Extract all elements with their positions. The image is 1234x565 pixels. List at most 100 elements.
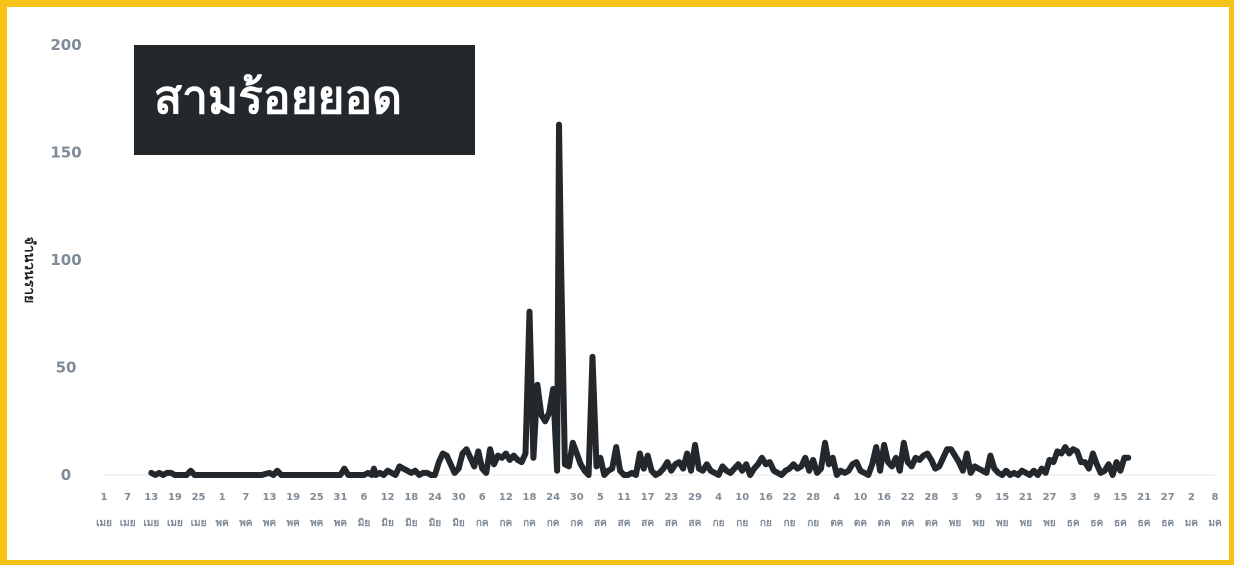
x-tick-month: กค (523, 518, 536, 529)
x-tick-month: มิย (429, 517, 442, 529)
x-tick-month: มิย (452, 517, 465, 529)
x-tick-day: 4 (715, 492, 722, 503)
x-tick-month: สค (641, 518, 654, 529)
x-tick-day: 3 (951, 492, 958, 503)
x-tick-day: 6 (361, 492, 368, 503)
x-tick-month: พย (1043, 518, 1056, 529)
x-tick-month: กค (570, 518, 583, 529)
x-tick-day: 5 (597, 492, 604, 503)
x-tick-month: ตค (925, 518, 938, 529)
x-tick-month: เมย (191, 518, 207, 529)
x-tick-month: กย (736, 518, 748, 529)
x-tick-day: 22 (901, 492, 915, 503)
x-tick-month: กย (784, 518, 796, 529)
y-tick-label: 150 (50, 144, 81, 162)
x-tick-month: กย (807, 518, 819, 529)
x-tick-day: 17 (641, 492, 655, 503)
x-tick-day: 25 (310, 492, 324, 503)
x-tick-day: 30 (570, 492, 584, 503)
x-tick-month: พค (334, 518, 348, 529)
x-tick-month: มิย (358, 517, 371, 529)
x-tick-day: 21 (1137, 492, 1151, 503)
y-tick-labels: 0 50 100 150 200 (50, 36, 81, 484)
y-tick-label: 200 (50, 36, 81, 54)
x-tick-day: 16 (759, 492, 773, 503)
x-tick-month: ตค (877, 518, 890, 529)
x-tick-month: สค (618, 518, 631, 529)
x-tick-month: สค (689, 518, 702, 529)
x-tick-day: 13 (144, 492, 158, 503)
x-tick-month: กค (547, 518, 560, 529)
x-tick-day: 15 (1113, 492, 1127, 503)
x-tick-day: 18 (523, 492, 537, 503)
x-tick-month: มิย (381, 517, 394, 529)
x-tick-day: 7 (124, 492, 131, 503)
x-tick-month: ธค (1138, 518, 1151, 529)
x-tick-day: 18 (404, 492, 418, 503)
x-tick-month: กค (499, 518, 512, 529)
y-tick-label: 50 (56, 359, 77, 377)
x-tick-day: 19 (168, 492, 182, 503)
x-tick-day: 4 (833, 492, 840, 503)
title-text: สามร้อยยอด (154, 70, 402, 124)
series-line (148, 121, 1132, 478)
x-tick-day: 25 (192, 492, 206, 503)
y-tick-label: 100 (50, 251, 81, 269)
x-tick-day: 13 (263, 492, 277, 503)
x-tick-day: 1 (101, 492, 108, 503)
x-tick-day: 30 (452, 492, 466, 503)
x-tick-month: มค (1185, 518, 1199, 529)
y-axis-label: จำนวนราย (21, 237, 37, 304)
x-tick-month: กย (760, 518, 772, 529)
x-tick-month: เมย (167, 518, 183, 529)
x-tick-day: 27 (1161, 492, 1175, 503)
x-tick-month: กค (476, 518, 489, 529)
x-tick-day: 8 (1212, 492, 1219, 503)
x-tick-day: 12 (499, 492, 513, 503)
x-tick-day: 24 (428, 492, 442, 503)
x-tick-month: ธค (1114, 518, 1127, 529)
x-tick-day: 24 (546, 492, 560, 503)
x-tick-day: 16 (877, 492, 891, 503)
x-tick-month: ธค (1161, 518, 1174, 529)
x-tick-month: สค (594, 518, 607, 529)
x-tick-day: 27 (1043, 492, 1057, 503)
x-tick-day: 11 (617, 492, 631, 503)
x-tick-month: เมย (143, 518, 159, 529)
x-tick-month: ตค (830, 518, 843, 529)
x-tick-month: มค (1208, 518, 1222, 529)
x-tick-day: 19 (286, 492, 300, 503)
x-tick-day: 28 (924, 492, 938, 503)
x-tick-month: พค (263, 518, 277, 529)
x-tick-month: สค (665, 518, 678, 529)
x-tick-day: 23 (664, 492, 678, 503)
x-tick-day: 21 (1019, 492, 1033, 503)
x-tick-day: 1 (219, 492, 226, 503)
x-tick-day: 12 (381, 492, 395, 503)
x-tick-day: 2 (1188, 492, 1195, 503)
x-tick-month: พค (239, 518, 253, 529)
x-tick-month: เมย (120, 518, 136, 529)
x-tick-month: มิย (405, 517, 418, 529)
x-tick-day: 10 (735, 492, 749, 503)
x-tick-day: 22 (783, 492, 797, 503)
title-box: สามร้อยยอด (134, 45, 475, 155)
x-tick-month: พย (949, 518, 962, 529)
x-tick-month: พค (310, 518, 324, 529)
x-tick-month: พค (216, 518, 230, 529)
x-tick-month: เมย (96, 518, 112, 529)
x-tick-month: ธค (1067, 518, 1080, 529)
x-tick-day: 29 (688, 492, 702, 503)
x-tick-month: ธค (1090, 518, 1103, 529)
x-tick-day: 10 (853, 492, 867, 503)
x-tick-day: 3 (1070, 492, 1077, 503)
x-tick-month: ตค (854, 518, 867, 529)
x-tick-labels: 1เมย7เมย13เมย19เมย25เมย1พค7พค13พค19พค25พ… (96, 492, 1222, 529)
x-tick-month: พย (996, 518, 1009, 529)
x-tick-day: 9 (1093, 492, 1100, 503)
x-tick-month: พย (972, 518, 985, 529)
x-tick-day: 6 (479, 492, 486, 503)
x-tick-day: 15 (995, 492, 1009, 503)
x-tick-day: 28 (806, 492, 820, 503)
